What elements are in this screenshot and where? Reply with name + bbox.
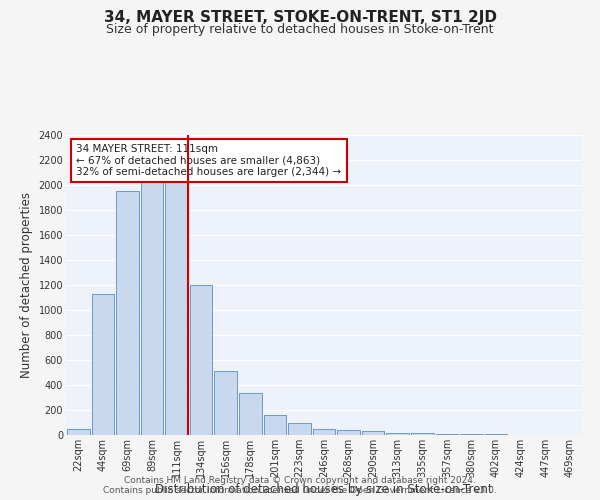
Bar — [362, 431, 385, 435]
Bar — [116, 191, 139, 435]
Y-axis label: Number of detached properties: Number of detached properties — [20, 192, 33, 378]
Text: 34, MAYER STREET, STOKE-ON-TRENT, ST1 2JD: 34, MAYER STREET, STOKE-ON-TRENT, ST1 2J… — [104, 10, 497, 25]
Text: Contains HM Land Registry data © Crown copyright and database right 2024.: Contains HM Land Registry data © Crown c… — [124, 476, 476, 485]
Bar — [386, 432, 409, 435]
Bar — [190, 285, 212, 435]
Bar — [313, 428, 335, 435]
Bar — [485, 434, 508, 435]
Bar — [337, 430, 360, 435]
Bar — [263, 415, 286, 435]
Text: Size of property relative to detached houses in Stoke-on-Trent: Size of property relative to detached ho… — [106, 22, 494, 36]
Bar — [436, 434, 458, 435]
Bar — [214, 371, 237, 435]
Text: Contains public sector information licensed under the Open Government Licence v3: Contains public sector information licen… — [103, 486, 497, 495]
Bar — [92, 294, 114, 435]
Bar — [411, 432, 434, 435]
Bar — [288, 422, 311, 435]
X-axis label: Distribution of detached houses by size in Stoke-on-Trent: Distribution of detached houses by size … — [155, 482, 493, 496]
Bar — [67, 428, 89, 435]
Bar — [460, 434, 483, 435]
Text: 34 MAYER STREET: 111sqm
← 67% of detached houses are smaller (4,863)
32% of semi: 34 MAYER STREET: 111sqm ← 67% of detache… — [76, 144, 341, 177]
Bar — [239, 392, 262, 435]
Bar — [140, 172, 163, 435]
Bar — [165, 179, 188, 435]
